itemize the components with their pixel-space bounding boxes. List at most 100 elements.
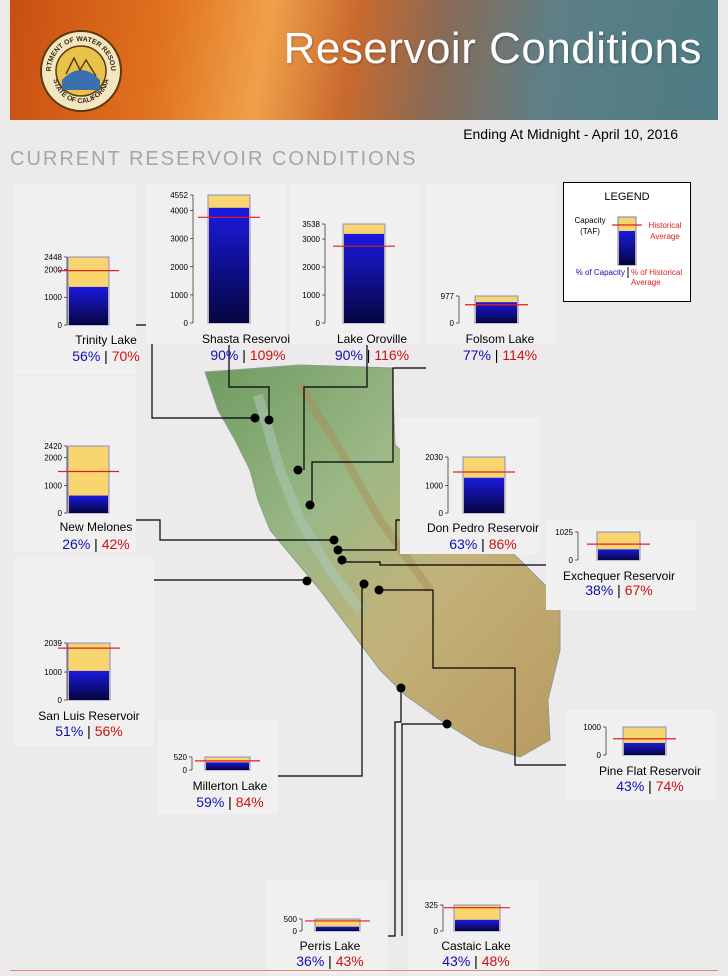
reservoir-percentages: 43% | 48%	[442, 953, 509, 969]
connector-folsom-lake	[311, 367, 426, 505]
connector-shasta-reservoir	[228, 345, 270, 420]
axis-tick-label: 2448	[44, 253, 62, 262]
axis-tick-label: 0	[439, 509, 444, 518]
pct-separator: |	[470, 953, 481, 969]
reservoir-name: Folsom Lake	[466, 332, 535, 346]
axis-tick-label: 1000	[583, 723, 601, 732]
pct-capacity-value: 59%	[196, 794, 224, 810]
storage-bar	[69, 286, 108, 325]
reservoir-percentages: 63% | 86%	[449, 536, 516, 552]
axis-tick-label: 0	[597, 751, 602, 760]
legend-capacity-label: Capacity	[574, 216, 605, 225]
reservoir-chart-new-melones: 2420 2000 1000 0 New Melones 26% | 42%	[14, 376, 136, 552]
reservoir-name: New Melones	[60, 520, 133, 534]
storage-bar	[69, 495, 108, 513]
axis-tick-label: 3538	[302, 220, 320, 229]
legend-title: LEGEND	[604, 191, 649, 203]
section-title: CURRENT RESERVOIR CONDITIONS	[10, 148, 418, 170]
pct-historical-value: 48%	[482, 953, 510, 969]
axis-tick-label: 520	[174, 753, 188, 762]
connector-lake-oroville	[303, 345, 368, 470]
axis-tick-label: 0	[183, 766, 188, 775]
pct-historical-value: 70%	[112, 348, 140, 364]
reservoir-chart-shasta-reservoir: 4552 4000 3000 2000 1000 0 Shasta Reservoir90%…	[146, 184, 294, 363]
connector-pine-flat-reservoir	[379, 589, 566, 766]
axis-tick-label: 0	[293, 927, 298, 936]
bottom-rule	[10, 970, 718, 971]
axis-tick-label: 1025	[555, 528, 573, 537]
pct-historical-value: 114%	[502, 347, 537, 363]
pct-capacity-value: 77%	[463, 347, 491, 363]
pct-historical-value: 56%	[95, 723, 123, 739]
pct-historical-value: 116%	[374, 347, 409, 363]
legend-storage-bar	[619, 231, 635, 265]
storage-bar	[344, 233, 384, 323]
connector-don-pedro-reservoir	[337, 519, 400, 551]
pct-separator: |	[491, 347, 502, 363]
pct-separator: |	[477, 536, 488, 552]
pct-separator: |	[83, 723, 94, 739]
axis-tick-label: 977	[441, 292, 455, 301]
pct-separator: |	[224, 794, 235, 810]
storage-bar	[209, 207, 249, 323]
axis-tick-label: 0	[58, 321, 63, 330]
pct-separator: |	[644, 778, 655, 794]
storage-bar	[69, 670, 109, 700]
reservoir-percentages: 77% | 114%	[463, 347, 537, 363]
reservoir-name: Millerton Lake	[193, 779, 268, 793]
reservoir-percentages: 90% | 109%	[210, 347, 285, 363]
axis-tick-label: 2039	[44, 639, 62, 648]
location-dot-perris-lake	[396, 683, 406, 693]
pct-capacity-value: 26%	[62, 536, 90, 552]
pct-separator: |	[238, 347, 249, 363]
pct-capacity-value: 63%	[449, 536, 477, 552]
axis-tick-label: 0	[316, 319, 321, 328]
storage-bar	[598, 549, 639, 560]
pct-capacity-value: 43%	[616, 778, 644, 794]
reservoir-name: San Luis Reservoir	[38, 709, 139, 723]
axis-tick-label: 2000	[44, 454, 62, 463]
reservoir-percentages: 56% | 70%	[72, 348, 139, 364]
axis-tick-label: 1000	[170, 291, 188, 300]
location-dot-san-luis-reservoir	[302, 576, 312, 586]
pct-historical-value: 109%	[250, 347, 286, 363]
reservoir-percentages: 43% | 74%	[616, 778, 683, 794]
legend-pct-historical-label-1: % of Historical	[631, 268, 682, 277]
pct-separator: |	[613, 582, 624, 598]
pct-separator: |	[100, 348, 111, 364]
reservoir-name: Shasta Reservoir	[202, 332, 294, 346]
axis-tick-label: 3000	[170, 235, 188, 244]
pct-historical-value: 43%	[336, 953, 364, 969]
pct-capacity-value: 43%	[442, 953, 470, 969]
axis-tick-label: 325	[425, 901, 439, 910]
axis-tick-label: 0	[58, 696, 63, 705]
reservoir-name: Exchequer Reservoir	[563, 569, 675, 583]
pct-capacity-value: 90%	[335, 347, 363, 363]
location-dot-pine-flat-reservoir	[374, 585, 384, 595]
axis-tick-label: 1000	[425, 481, 443, 490]
storage-bar	[316, 926, 359, 931]
location-dot-shasta-reservoir	[264, 415, 274, 425]
pct-historical-value: 74%	[656, 778, 684, 794]
pct-separator: |	[90, 536, 101, 552]
reservoir-percentages: 59% | 84%	[196, 794, 263, 810]
reservoir-name: Don Pedro Reservoir	[427, 521, 539, 535]
axis-tick-label: 1000	[44, 293, 62, 302]
pct-historical-value: 84%	[236, 794, 264, 810]
axis-tick-label: 0	[450, 319, 455, 328]
connector-exchequer-reservoir	[342, 561, 546, 566]
connector-san-luis-reservoir	[147, 579, 307, 705]
pct-capacity-value: 56%	[72, 348, 100, 364]
connector-perris-lake	[388, 688, 402, 937]
legend-historical-label-1: Historical	[649, 221, 682, 230]
reservoir-percentages: 26% | 42%	[62, 536, 129, 552]
location-dot-folsom-lake	[305, 500, 315, 510]
reservoir-name: Trinity Lake	[75, 333, 137, 347]
dwr-seal-logo: DEPARTMENT OF WATER RESOURCES STATE OF C…	[40, 30, 122, 112]
axis-tick-label: 3000	[302, 235, 320, 244]
pct-historical-value: 42%	[102, 536, 130, 552]
